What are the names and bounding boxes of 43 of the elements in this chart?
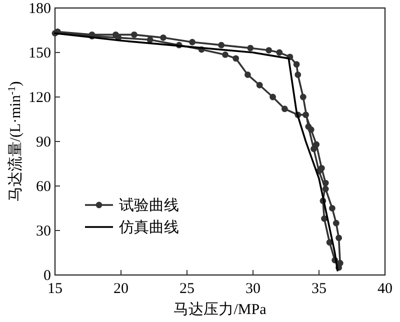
x-tick-label: 35 bbox=[312, 281, 326, 297]
point bbox=[244, 72, 251, 78]
point bbox=[308, 126, 314, 133]
point bbox=[131, 32, 138, 38]
point bbox=[300, 94, 306, 100]
point bbox=[318, 165, 325, 172]
x-tick-label: 30 bbox=[246, 281, 260, 297]
legend-label: 仿真曲线 bbox=[118, 219, 179, 236]
x-tick-label: 20 bbox=[114, 281, 128, 297]
point bbox=[321, 215, 328, 222]
x-axis-title: 马达压力/MPa bbox=[174, 301, 267, 318]
y-tick-label: 180 bbox=[28, 1, 51, 17]
point bbox=[336, 234, 342, 242]
point bbox=[294, 72, 302, 78]
point bbox=[189, 38, 196, 46]
point bbox=[222, 52, 228, 58]
x-tick-label: 15 bbox=[48, 281, 62, 297]
point bbox=[256, 82, 263, 88]
y-tick-label: 150 bbox=[28, 46, 51, 62]
y-tick-label: 120 bbox=[28, 90, 51, 106]
legend-label: 试验曲线 bbox=[119, 197, 179, 214]
point bbox=[160, 34, 166, 41]
point bbox=[332, 220, 340, 226]
y-tick-label: 60 bbox=[36, 179, 51, 195]
point bbox=[302, 112, 309, 118]
point bbox=[322, 186, 329, 192]
point bbox=[329, 205, 336, 212]
point bbox=[281, 106, 288, 112]
point bbox=[146, 36, 154, 43]
y-tick-label: 90 bbox=[36, 134, 51, 150]
point bbox=[293, 61, 300, 68]
point bbox=[266, 47, 272, 54]
y-tick-label: 0 bbox=[44, 268, 51, 284]
y-tick-label: 30 bbox=[36, 224, 51, 240]
point bbox=[276, 49, 283, 56]
point bbox=[247, 44, 254, 52]
point bbox=[218, 42, 225, 48]
point bbox=[232, 55, 240, 62]
x-tick-label: 40 bbox=[378, 281, 392, 297]
point bbox=[270, 94, 276, 100]
x-tick-label: 25 bbox=[180, 281, 194, 297]
point bbox=[322, 180, 329, 186]
point bbox=[313, 141, 320, 148]
